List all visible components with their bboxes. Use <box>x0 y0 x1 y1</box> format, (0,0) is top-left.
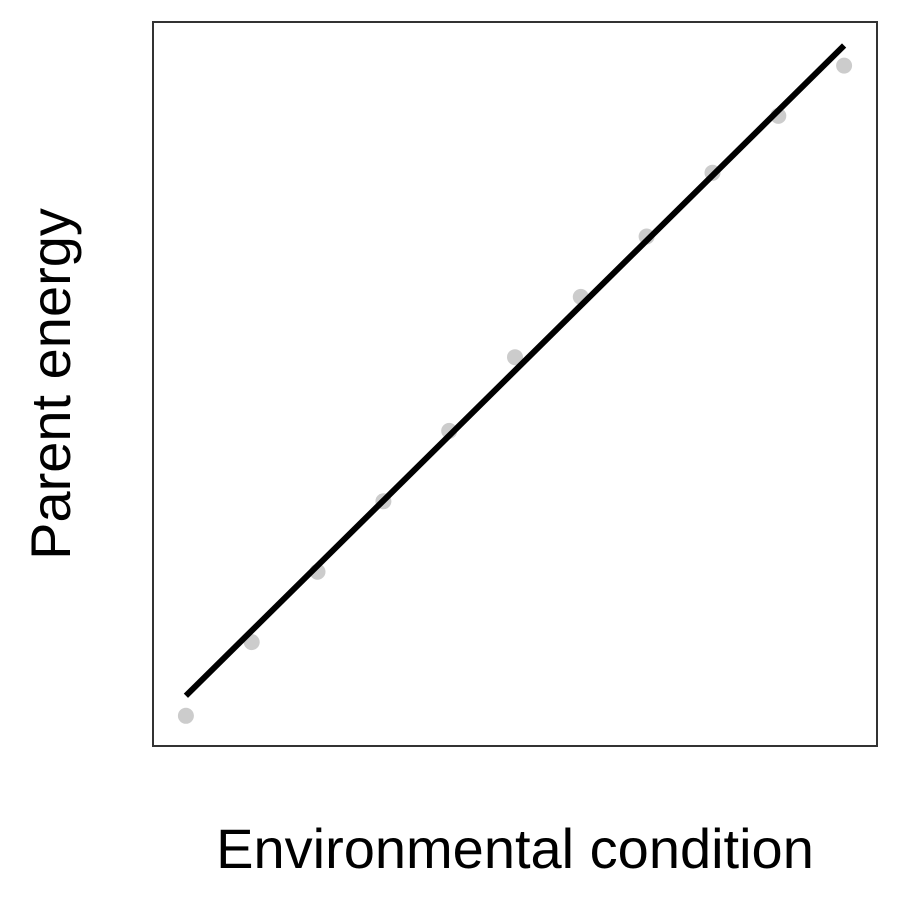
line-layer <box>183 43 847 698</box>
y-axis-title: Parent energy <box>19 208 82 560</box>
fit-line <box>183 43 847 698</box>
points-layer <box>177 57 853 724</box>
data-point <box>507 349 523 366</box>
data-point <box>177 707 194 724</box>
data-point <box>836 57 853 74</box>
plot-frame <box>152 21 878 747</box>
x-axis-title: Environmental condition <box>216 817 814 880</box>
